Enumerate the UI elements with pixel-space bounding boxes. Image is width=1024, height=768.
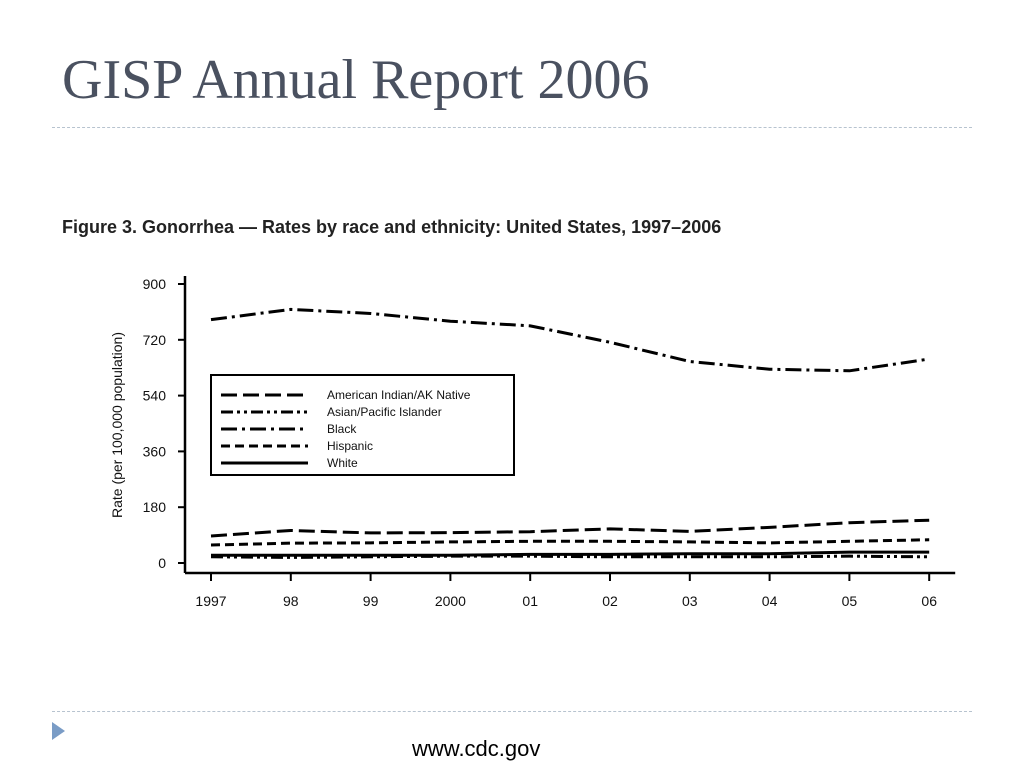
legend-label: Asian/Pacific Islander xyxy=(327,405,442,419)
y-tick-label: 900 xyxy=(143,276,167,292)
x-tick-label: 03 xyxy=(682,593,698,609)
x-tick-label: 98 xyxy=(283,593,299,609)
x-tick-label: 99 xyxy=(363,593,379,609)
y-axis-label: Rate (per 100,000 population) xyxy=(109,332,125,518)
footer-url: www.cdc.gov xyxy=(412,736,541,761)
legend-label: White xyxy=(327,456,358,470)
y-tick-label: 180 xyxy=(143,499,167,515)
figure-caption: Figure 3. Gonorrhea — Rates by race and … xyxy=(62,217,722,237)
line-chart: 0 180 360 540 720 900 1997 98 99 2000 01 02 03 04 05 06… xyxy=(109,276,956,609)
series-line xyxy=(210,518,930,538)
x-tick-label: 2000 xyxy=(435,593,466,609)
y-tick-label: 720 xyxy=(143,332,167,348)
x-tick-label: 02 xyxy=(602,593,618,609)
y-tick-label: 360 xyxy=(143,443,167,459)
series-american-indian-ak-native: American Indian/AK Native 1997: 87Americ… xyxy=(210,518,930,538)
series-hispanic: Hispanic 1997: 58Hispanic 98: 64Hispanic… xyxy=(210,538,930,547)
slide-title: GISP Annual Report 2006 xyxy=(62,49,650,111)
triangle-bullet-icon xyxy=(52,722,65,740)
series-line xyxy=(210,307,930,373)
chart-legend: American Indian/AK Native Asian/Pacific I… xyxy=(210,374,515,476)
chart-axes: 0 180 360 540 720 900 1997 98 99 2000 01 02 03 04 05 06… xyxy=(109,276,956,609)
x-tick-label: 06 xyxy=(921,593,937,609)
x-tick-label: 04 xyxy=(762,593,778,609)
x-tick-label: 1997 xyxy=(195,593,226,609)
series-black: Black 1997: 785Black 98: 818Black 99: 80… xyxy=(210,307,930,373)
footer-divider xyxy=(52,711,972,712)
y-tick-label: 0 xyxy=(158,555,166,571)
series-line xyxy=(211,550,930,557)
legend-label: Black xyxy=(327,422,357,436)
x-tick-label: 01 xyxy=(522,593,538,609)
title-divider xyxy=(52,127,972,128)
series-white: White 1997: 25White 98: 25White 99: 25Wh… xyxy=(211,550,930,557)
legend-box xyxy=(210,374,515,476)
legend-label: Hispanic xyxy=(327,439,373,453)
y-tick-label: 540 xyxy=(143,388,167,404)
legend-label: American Indian/AK Native xyxy=(327,388,471,402)
series-line xyxy=(210,538,930,547)
x-tick-label: 05 xyxy=(842,593,858,609)
chart-series: American Indian/AK Native 1997: 87Americ… xyxy=(210,307,930,559)
